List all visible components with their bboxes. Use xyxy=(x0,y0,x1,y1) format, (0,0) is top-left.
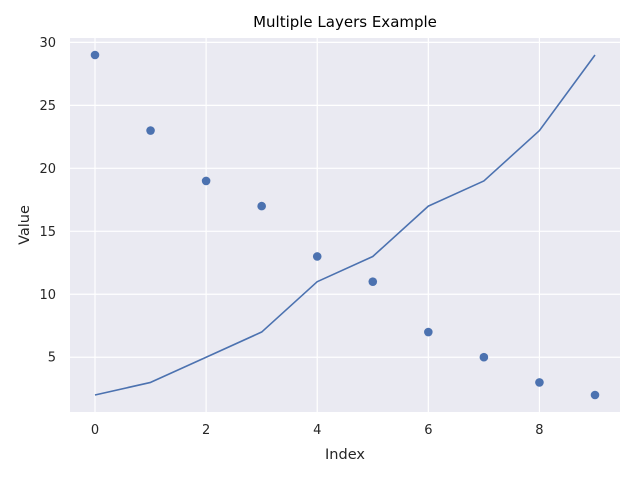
scatter-point xyxy=(201,176,211,186)
y-tick-label: 25 xyxy=(39,99,56,114)
chart-marks xyxy=(90,50,600,400)
scatter-point xyxy=(479,352,489,362)
x-tick-label: 2 xyxy=(202,423,210,438)
x-tick-label: 0 xyxy=(91,423,99,438)
y-tick-label: 20 xyxy=(39,162,56,177)
x-tick-label: 4 xyxy=(313,423,321,438)
grid xyxy=(70,38,620,412)
scatter-point xyxy=(90,50,100,60)
scatter-point xyxy=(257,201,266,211)
y-tick-label: 5 xyxy=(48,351,56,366)
scatter-point xyxy=(146,126,155,135)
x-tick-label: 6 xyxy=(424,423,432,438)
scatter-point xyxy=(424,327,433,337)
chart-title: Multiple Layers Example xyxy=(253,13,437,31)
y-tick-label: 30 xyxy=(39,36,56,51)
y-tick-label: 10 xyxy=(39,288,56,303)
y-axis-label: Value xyxy=(17,205,33,245)
line-series xyxy=(94,54,596,396)
scatter-point xyxy=(535,378,544,387)
y-tick-label: 15 xyxy=(39,225,56,240)
scatter-point xyxy=(312,252,322,261)
plot-area xyxy=(70,38,620,412)
scatter-point xyxy=(590,390,600,400)
x-axis-label: Index xyxy=(325,447,365,463)
tick-labels: 0 2 4 6 8 5 10 15 20 25 30 xyxy=(39,36,543,438)
x-tick-label: 8 xyxy=(535,423,543,438)
scatter-point xyxy=(368,277,378,286)
